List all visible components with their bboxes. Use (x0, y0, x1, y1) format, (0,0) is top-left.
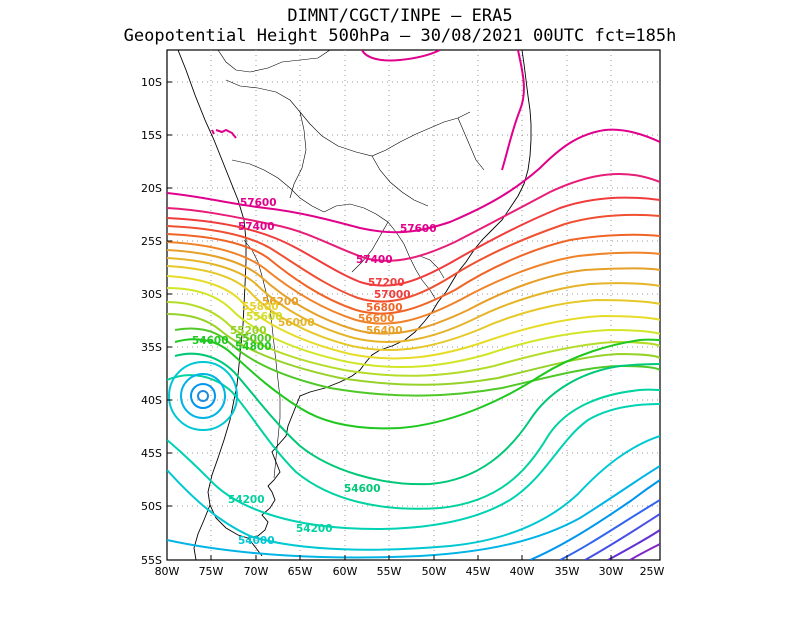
lon-label: 45W (466, 565, 491, 578)
low-ring-1 (168, 361, 238, 431)
contour-label: 57200 (368, 277, 405, 289)
contour-54600 (174, 352, 660, 486)
lon-label: 60W (333, 565, 358, 578)
lon-label: 40W (510, 565, 535, 578)
contour-label: 57400 (238, 221, 275, 233)
contour-label: 56800 (366, 302, 403, 314)
contour-label: 56200 (262, 296, 299, 308)
contour-57200 (167, 196, 660, 287)
contour-lines (167, 50, 660, 560)
contour-55800 (167, 275, 660, 360)
lat-label: 30S (141, 288, 162, 301)
lon-label: 25W (640, 565, 665, 578)
low-ring-3 (190, 383, 216, 409)
contour-54800 (174, 338, 660, 430)
lon-label: 35W (555, 565, 580, 578)
contour-53000 (607, 529, 660, 560)
contour-57400 (167, 173, 660, 262)
contour-57600-small (211, 128, 237, 139)
contour-53800 (167, 465, 660, 559)
contour-labels: 57600 57600 57400 57400 57200 57000 5680… (192, 197, 437, 547)
contour-label: 57000 (374, 289, 411, 301)
low-ring-4 (197, 390, 209, 402)
lon-label: 75W (199, 565, 224, 578)
contour-57000 (167, 213, 660, 303)
lon-label: 30W (599, 565, 624, 578)
lat-label: 35S (141, 341, 162, 354)
lat-label: 40S (141, 394, 162, 407)
tick-marks (167, 81, 612, 560)
contour-53600 (529, 479, 660, 560)
contour-55400 (167, 301, 660, 377)
contour-56800 (167, 233, 660, 315)
lat-label: 20S (141, 182, 162, 195)
lon-label: 70W (244, 565, 269, 578)
lat-label: 55S (141, 554, 162, 567)
contour-label: 55000 (235, 333, 272, 345)
lon-label: 55W (377, 565, 402, 578)
contour-56200 (167, 257, 660, 343)
contour-53200 (584, 513, 660, 560)
lat-label: 15S (141, 129, 162, 142)
contour-label: 57600 (400, 223, 437, 235)
contour-54200 (167, 403, 660, 530)
contour-label: 56000 (278, 317, 315, 329)
lat-label: 45S (141, 447, 162, 460)
contour-54000 (167, 435, 660, 551)
contour-label: 55800 (242, 301, 279, 313)
lat-labels: 10S 15S 20S 25S 30S 35S 40S 45S 50S 55S (141, 76, 162, 567)
contour-53400 (559, 499, 660, 560)
low-ring-2 (180, 373, 226, 419)
contour-57600 (167, 128, 660, 234)
contour-label: 54600 (192, 335, 229, 347)
contour-52800 (629, 543, 660, 560)
contour-56000 (167, 265, 660, 351)
lon-label: 50W (422, 565, 447, 578)
lat-label: 25S (141, 235, 162, 248)
contour-label: 55600 (246, 311, 283, 323)
contour-label: 54000 (238, 535, 275, 547)
lat-label: 10S (141, 76, 162, 89)
contour-55200 (167, 313, 660, 386)
contour-55600 (167, 287, 660, 369)
title-line-2: Geopotential Height 500hPa – 30/08/2021 … (123, 26, 677, 46)
contour-57600-north (361, 50, 525, 171)
contour-label: 57600 (240, 197, 277, 209)
contour-label: 54200 (228, 494, 265, 506)
contour-label: 55200 (230, 325, 267, 337)
lat-label: 50S (141, 500, 162, 513)
contour-label: 54600 (344, 483, 381, 495)
contour-label: 54200 (296, 523, 333, 535)
lon-labels: 80W 75W 70W 65W 60W 55W 50W 45W 40W 35W … (155, 565, 665, 578)
contour-label: 57400 (356, 254, 393, 266)
contour-label: 56600 (358, 313, 395, 325)
contour-label: 56400 (366, 325, 403, 337)
lon-label: 65W (288, 565, 313, 578)
contour-56400 (167, 249, 660, 335)
title-line-1: DIMNT/CGCT/INPE – ERA5 (287, 6, 513, 26)
lon-label: 80W (155, 565, 180, 578)
contour-56600 (167, 241, 660, 325)
contour-54400 (167, 374, 660, 510)
contour-label: 54800 (235, 341, 272, 353)
